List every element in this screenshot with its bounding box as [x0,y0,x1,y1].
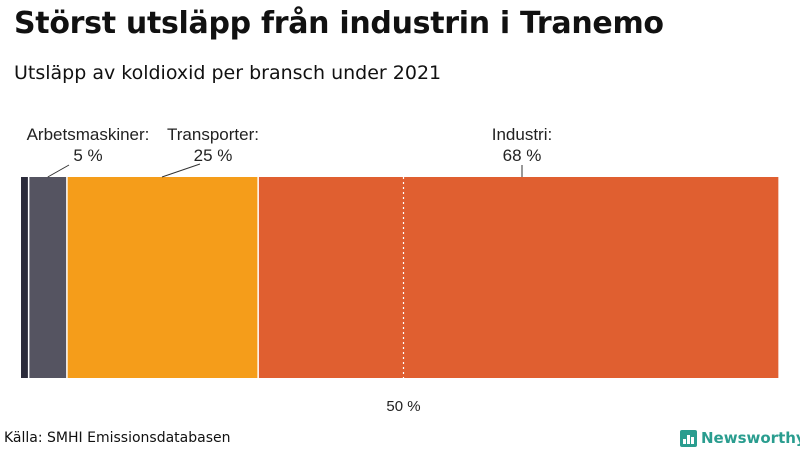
label-transporter-name: Transporter: [167,125,259,144]
label-industri-name: Industri: [492,125,552,144]
leader-line-arbetsmaskiner [47,164,70,178]
source-note: Källa: SMHI Emissionsdatabasen [4,430,231,446]
label-arbetsmaskiner-value: 5 % [73,146,102,165]
reference-line-label: 50 % [386,398,420,415]
leader-line-transporter [161,163,201,178]
newsworthy-logo: Newsworthy [680,427,800,449]
newsworthy-logo-text: Newsworthy [701,429,800,447]
label-arbetsmaskiner-name: Arbetsmaskiner: [27,125,150,144]
label-transporter-value: 25 % [194,146,233,165]
bar-segment-arbetsmaskiner [28,177,67,378]
chart-subtitle: Utsläpp av koldioxid per bransch under 2… [14,62,442,84]
chart-title: Störst utsläpp från industrin i Tranemo [14,6,664,41]
newsworthy-logo-icon [680,429,697,447]
bar-segment-transporter [66,177,259,378]
label-industri-value: 68 % [503,146,542,165]
bar-segment-industri [258,177,779,378]
bar-segment-other [21,177,29,378]
